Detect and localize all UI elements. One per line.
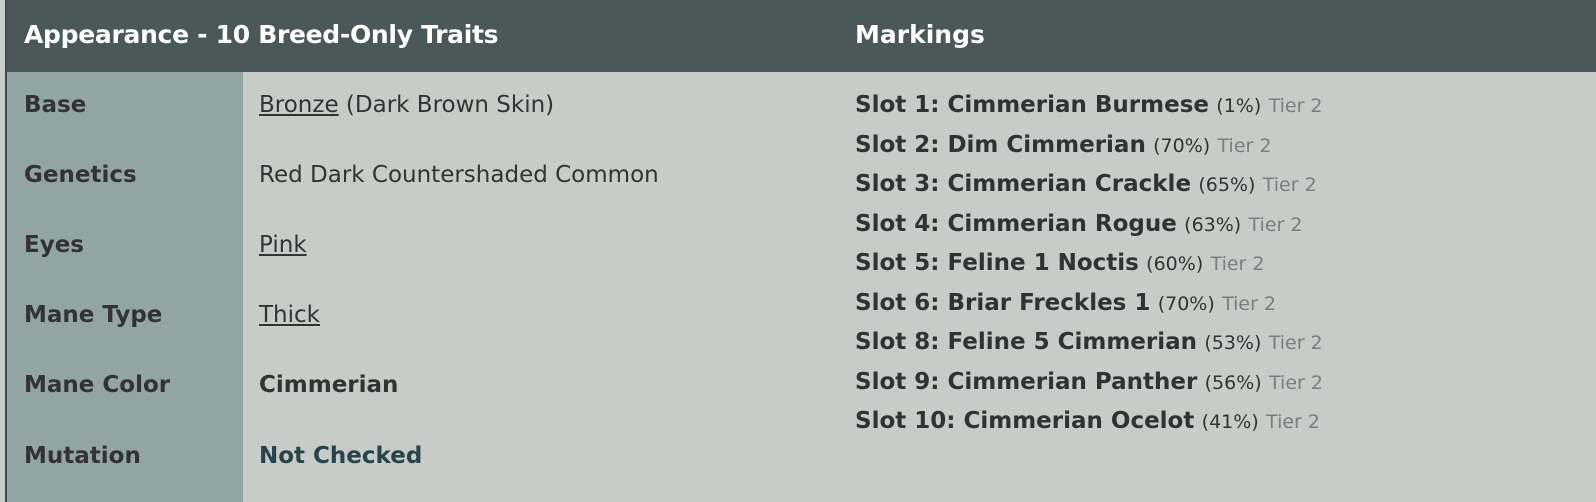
trait-value: Not Checked [259, 443, 422, 469]
marking-tier: Tier 2 [1248, 213, 1303, 236]
marking-tier: Tier 2 [1268, 332, 1323, 354]
trait-label: Eyes [24, 232, 84, 258]
trait-value: Bronze (Dark Brown Skin) [259, 92, 554, 118]
marking-item: Slot 4: Cimmerian Rogue (63%) Tier 2 [855, 211, 1323, 251]
appearance-panel: Appearance - 10 Breed-Only Traits Markin… [5, 0, 1596, 502]
trait-label: Genetics [24, 162, 137, 188]
marking-item: Slot 8: Feline 5 Cimmerian (53%) Tier 2 [855, 329, 1323, 369]
trait-label: Mane Type [24, 302, 163, 328]
marking-percent: (63%) [1184, 213, 1242, 236]
eyes-link[interactable]: Pink [259, 232, 307, 258]
trait-row-mane-type: Mane Type Thick [7, 282, 837, 352]
trait-value: Cimmerian [259, 372, 398, 398]
label-column [7, 72, 243, 502]
trait-label: Mane Color [24, 372, 171, 398]
markings-list: Slot 1: Cimmerian Burmese (1%) Tier 2 Slo… [855, 92, 1323, 448]
marking-name: Slot 2: Dim Cimmerian [855, 131, 1146, 158]
marking-item: Slot 3: Cimmerian Crackle (65%) Tier 2 [855, 171, 1323, 211]
mane-type-link[interactable]: Thick [259, 302, 320, 328]
marking-percent: (60%) [1146, 253, 1204, 275]
panel-header: Appearance - 10 Breed-Only Traits Markin… [7, 0, 1596, 72]
marking-percent: (56%) [1204, 371, 1262, 394]
trait-row-genetics: Genetics Red Dark Countershaded Common [7, 142, 837, 212]
marking-tier: Tier 2 [1266, 411, 1320, 433]
marking-tier: Tier 2 [1262, 174, 1317, 196]
marking-tier: Tier 2 [1222, 292, 1277, 315]
marking-percent: (53%) [1204, 332, 1262, 354]
marking-percent: (70%) [1153, 134, 1211, 157]
trait-label: Base [24, 92, 87, 118]
marking-item: Slot 5: Feline 1 Noctis (60%) Tier 2 [855, 250, 1323, 290]
marking-name: Slot 6: Briar Freckles 1 [855, 289, 1151, 316]
marking-item: Slot 6: Briar Freckles 1 (70%) Tier 2 [855, 290, 1323, 330]
marking-tier: Tier 2 [1210, 253, 1265, 275]
marking-percent: (70%) [1157, 292, 1215, 315]
trait-label: Mutation [24, 443, 141, 469]
marking-item: Slot 1: Cimmerian Burmese (1%) Tier 2 [855, 92, 1323, 132]
mane-color-value: Cimmerian [259, 372, 399, 398]
marking-name: Slot 10: Cimmerian Ocelot [855, 408, 1195, 434]
marking-name: Slot 5: Feline 1 Noctis [855, 250, 1139, 276]
trait-row-base: Base Bronze (Dark Brown Skin) [7, 72, 837, 142]
marking-name: Slot 1: Cimmerian Burmese [855, 92, 1209, 118]
base-link[interactable]: Bronze [259, 92, 339, 118]
marking-percent: (1%) [1216, 95, 1262, 117]
marking-item: Slot 10: Cimmerian Ocelot (41%) Tier 2 [855, 408, 1323, 448]
trait-row-mane-color: Mane Color Cimmerian [7, 352, 837, 422]
appearance-title: Appearance - 10 Breed-Only Traits [24, 20, 499, 49]
trait-row-eyes: Eyes Pink [7, 212, 837, 282]
marking-percent: (65%) [1198, 174, 1256, 196]
marking-name: Slot 3: Cimmerian Crackle [855, 171, 1192, 197]
marking-item: Slot 2: Dim Cimmerian (70%) Tier 2 [855, 132, 1323, 172]
marking-percent: (41%) [1201, 411, 1259, 433]
marking-name: Slot 4: Cimmerian Rogue [855, 210, 1177, 237]
mutation-status: Not Checked [259, 443, 423, 469]
marking-tier: Tier 2 [1268, 95, 1323, 117]
markings-title: Markings [855, 20, 985, 49]
marking-item: Slot 9: Cimmerian Panther (56%) Tier 2 [855, 369, 1323, 409]
trait-value: Pink [259, 232, 307, 258]
trait-value: Red Dark Countershaded Common [259, 162, 659, 188]
marking-name: Slot 8: Feline 5 Cimmerian [855, 329, 1198, 355]
trait-value: Thick [259, 302, 320, 328]
base-extra: (Dark Brown Skin) [338, 92, 555, 118]
marking-tier: Tier 2 [1269, 371, 1323, 394]
marking-name: Slot 9: Cimmerian Panther [855, 368, 1198, 395]
marking-tier: Tier 2 [1217, 134, 1272, 157]
trait-row-mutation: Mutation Not Checked [7, 423, 837, 493]
